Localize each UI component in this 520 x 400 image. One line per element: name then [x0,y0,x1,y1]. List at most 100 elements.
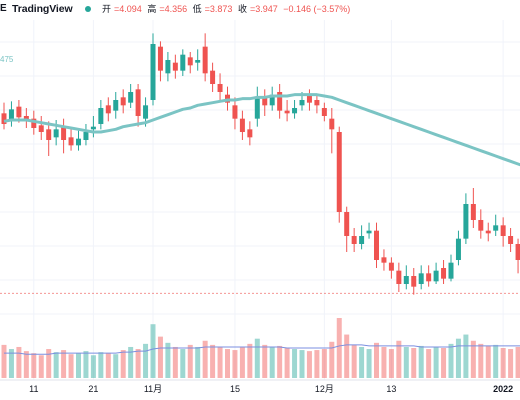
volume-bar [396,340,402,378]
volume-bar [195,346,201,378]
volume-bar [292,349,298,378]
low-value: =3.873 [204,4,233,14]
candlesticks [1,33,520,295]
low-label: 低 [192,4,202,14]
change-value: −0.146 (−3.57%) [283,4,351,14]
volume-bar [113,354,119,378]
candle-body [120,97,126,106]
candle-body [292,108,298,114]
volume-ma-line [4,344,520,355]
candle-body [239,118,245,132]
high-value: =4.356 [159,4,188,14]
volume-bar [277,345,283,378]
candle-body [113,100,119,111]
candle-body [98,108,104,124]
volume-bar [23,351,29,378]
volume-bar [254,338,260,378]
candle-body [262,97,268,106]
candle-body [493,225,499,231]
volume-bar [344,334,350,378]
volume-bar [329,341,335,378]
candle-body [403,276,409,284]
volume-bar [463,334,469,378]
volume-bar [225,349,230,378]
volume-bar [61,350,67,378]
chart-header: E TradingView 开 =4.094 高 =4.356 低 =3.873 收 =… [0,1,520,17]
volume-bar [247,343,253,378]
candle-body [210,70,216,84]
volume-bar [232,350,238,378]
volume-bar [374,342,379,378]
volume-bar [262,344,268,378]
candle-body [344,212,350,236]
time-tick-label: 2022 [493,384,513,394]
candle-body [53,129,59,138]
candle-body [83,132,89,140]
candle-body [411,276,417,287]
volume-moving-average [4,344,520,355]
candle-body [314,100,320,106]
volume-bar [165,342,171,378]
open-label: 开 [102,4,112,14]
candle-body [61,126,67,140]
volume-bar [284,348,290,378]
volume-bar [180,349,186,378]
volume-bar [172,346,178,378]
volume-bar [105,353,111,378]
candle-body [254,97,260,119]
candle-body [165,60,171,74]
open-value: =4.094 [114,4,142,14]
candle-body [381,257,387,263]
time-tick-label: 21 [88,384,98,394]
candle-body [455,238,461,260]
volume-bar [515,346,520,378]
volume-bars [1,318,520,378]
candle-body [1,113,7,124]
candle-body [68,137,74,146]
volume-bar [455,338,461,378]
candle-body [426,273,432,282]
time-tick-label: 12月 [315,384,334,394]
candle-body [463,204,469,239]
volume-bar [128,346,134,378]
volume-bar [366,349,372,378]
volume-bar [500,348,506,378]
volume-bar [76,353,81,378]
candle-body [306,94,312,103]
candle-body [374,230,379,260]
volume-bar [187,344,193,378]
candle-body [76,138,81,146]
volume-bar [314,350,320,378]
volume-bar [418,345,424,378]
volume-bar [359,346,365,378]
candle-body [336,132,342,212]
candle-body [46,129,52,140]
candle-body [90,126,96,130]
volume-bar [83,351,89,378]
candle-body [180,54,186,71]
volume-bar [426,349,432,378]
candle-body [135,89,141,116]
candle-body [351,236,357,244]
volume-bar [8,349,14,378]
volume-bar [157,336,163,378]
candle-body [329,118,335,130]
volume-bar [239,346,245,378]
market-status-icon[interactable] [85,6,91,12]
chart-grid [0,20,520,380]
volume-bar [388,349,394,378]
volume-bar [53,352,59,378]
time-tick-label: 11月 [144,384,162,394]
ohlc-legend: 开 =4.094 高 =4.356 低 =3.873 收 =3.947 −0.146 (… [102,1,353,17]
candle-body [269,94,275,106]
candle-body [515,244,520,260]
time-tick-label: 13 [386,384,396,394]
candle-body [508,236,514,244]
volume-bar [210,344,216,378]
candle-body [128,92,134,103]
volume-bar [68,354,74,378]
volume-bar [321,349,327,378]
volume-bar [485,345,491,378]
volume-bar [217,346,223,378]
